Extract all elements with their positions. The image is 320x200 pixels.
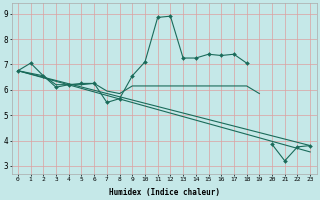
X-axis label: Humidex (Indice chaleur): Humidex (Indice chaleur) [108, 188, 220, 197]
